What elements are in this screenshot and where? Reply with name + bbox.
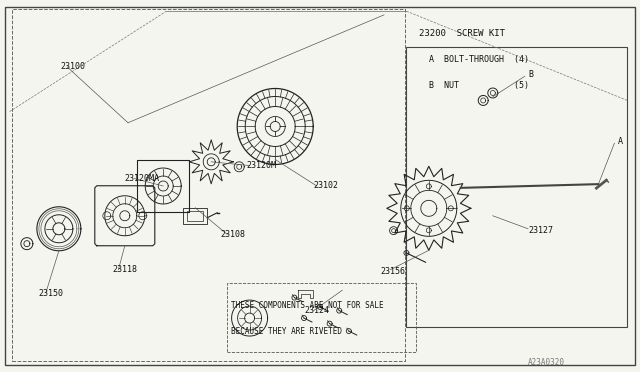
Text: 23120M: 23120M	[246, 161, 276, 170]
Text: A: A	[618, 137, 623, 146]
Bar	[187, 211, 204, 221]
Text: 23118: 23118	[112, 265, 137, 274]
Bar	[227, 283, 416, 352]
Text: 23124: 23124	[304, 306, 329, 315]
Text: B  NUT           (5): B NUT (5)	[419, 81, 529, 90]
Text: THESE COMPONENTS ARE NOT FOR SALE: THESE COMPONENTS ARE NOT FOR SALE	[231, 301, 384, 310]
Text: 23127: 23127	[528, 226, 553, 235]
Text: A23A0320: A23A0320	[528, 358, 565, 367]
Text: 23156: 23156	[381, 267, 406, 276]
Bar	[406, 46, 627, 327]
Text: 23120MA: 23120MA	[125, 174, 160, 183]
Text: A  BOLT-THROUGH  (4): A BOLT-THROUGH (4)	[419, 55, 529, 64]
Bar	[183, 208, 207, 224]
Text: BECAUSE THEY ARE RIVETED: BECAUSE THEY ARE RIVETED	[231, 327, 342, 336]
Text: 23150: 23150	[38, 289, 63, 298]
Text: 23108: 23108	[221, 230, 246, 239]
Bar	[12, 9, 405, 361]
Text: 23102: 23102	[314, 182, 339, 190]
Text: 23200  SCREW KIT: 23200 SCREW KIT	[419, 29, 505, 38]
Text: B: B	[528, 70, 533, 79]
Text: 23100: 23100	[61, 62, 86, 71]
